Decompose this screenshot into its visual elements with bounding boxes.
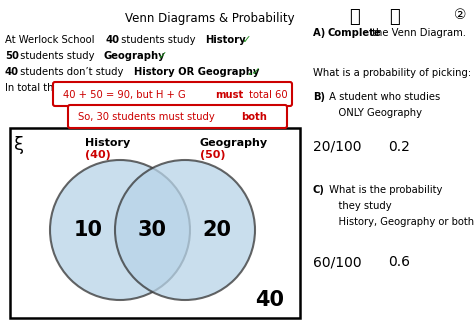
Text: What is the probability: What is the probability	[326, 185, 442, 195]
Circle shape	[50, 160, 190, 300]
Text: 100 students: 100 students	[107, 83, 181, 93]
Text: 40 + 50 = 90, but H + G: 40 + 50 = 90, but H + G	[63, 90, 189, 100]
Text: ②: ②	[454, 8, 466, 22]
Text: In total there are: In total there are	[5, 83, 92, 93]
Text: Geography: Geography	[200, 138, 268, 148]
Text: ✓: ✓	[157, 51, 166, 61]
Text: must: must	[215, 90, 243, 100]
Text: 40: 40	[5, 67, 19, 77]
Text: 20/100: 20/100	[313, 140, 362, 154]
Text: Complete: Complete	[328, 28, 382, 38]
Text: ξ: ξ	[14, 136, 24, 154]
Text: History: History	[205, 35, 246, 45]
Text: 40: 40	[255, 290, 284, 310]
Text: 20: 20	[202, 220, 231, 240]
Text: Venn Diagrams & Probability: Venn Diagrams & Probability	[125, 12, 295, 25]
Text: ✓: ✓	[241, 35, 250, 45]
Text: 0.6: 0.6	[388, 255, 410, 269]
Text: students study: students study	[17, 51, 98, 61]
Text: students study: students study	[118, 35, 199, 45]
Text: 🏰: 🏰	[350, 8, 360, 26]
Text: .✓: .✓	[248, 67, 262, 77]
Circle shape	[115, 160, 255, 300]
FancyBboxPatch shape	[68, 105, 287, 128]
FancyBboxPatch shape	[53, 82, 292, 106]
Text: C): C)	[313, 185, 325, 195]
Text: the Venn Diagram.: the Venn Diagram.	[369, 28, 466, 38]
Text: History: History	[85, 138, 130, 148]
Text: 60/100: 60/100	[313, 255, 362, 269]
Text: A): A)	[313, 28, 329, 38]
Text: A student who studies: A student who studies	[326, 92, 440, 102]
Text: they study: they study	[326, 201, 392, 211]
Text: students don’t study: students don’t study	[17, 67, 127, 77]
Text: ONLY Geography: ONLY Geography	[326, 108, 422, 118]
Text: .: .	[178, 83, 181, 93]
Text: B): B)	[313, 92, 325, 102]
Text: 30: 30	[138, 220, 167, 240]
Text: total 60: total 60	[246, 90, 288, 100]
Text: 0.2: 0.2	[388, 140, 410, 154]
Text: 🌍: 🌍	[390, 8, 401, 26]
Text: .: .	[151, 51, 157, 61]
Text: Geography: Geography	[104, 51, 165, 61]
Text: 10: 10	[73, 220, 102, 240]
Text: History OR Geography: History OR Geography	[134, 67, 259, 77]
Text: So, 30 students must study: So, 30 students must study	[78, 112, 218, 122]
Text: both: both	[241, 112, 267, 122]
Text: What is a probability of picking:: What is a probability of picking:	[313, 68, 471, 78]
Text: At Werlock School: At Werlock School	[5, 35, 98, 45]
Text: (40): (40)	[85, 150, 111, 160]
Bar	[10, 128, 300, 318]
Text: (50): (50)	[200, 150, 226, 160]
Text: 40: 40	[106, 35, 120, 45]
Text: History, Geography or both?: History, Geography or both?	[326, 217, 474, 227]
Text: 50: 50	[5, 51, 19, 61]
